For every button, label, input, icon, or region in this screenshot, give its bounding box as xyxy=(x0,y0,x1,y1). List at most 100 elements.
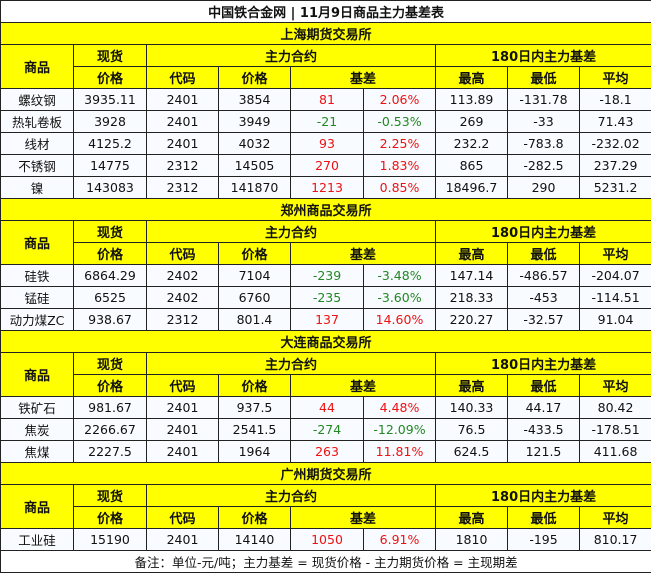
header-spot-price: 价格 xyxy=(73,242,147,265)
basis-cell: -235 xyxy=(290,286,364,309)
header-basis: 基差 xyxy=(290,242,436,265)
basis-cell: 81 xyxy=(290,88,364,111)
basis-percent-cell: -3.48% xyxy=(363,264,436,287)
header-high: 最高 xyxy=(435,506,508,529)
header-spot: 现货 xyxy=(73,44,147,67)
header-code: 代码 xyxy=(146,66,219,89)
table-row: 不锈钢 14775 2312 14505 270 1.83% 865 -282.5 237.29 xyxy=(0,154,651,177)
table-row: 焦煤 2227.5 2401 1964 263 11.81% 624.5 121.5 411.6… xyxy=(0,440,651,463)
basis-cell: -21 xyxy=(290,110,364,133)
spot-price-cell: 981.67 xyxy=(73,396,147,419)
spot-price-cell: 6864.29 xyxy=(73,264,147,287)
basis-cell: -274 xyxy=(290,418,364,441)
basis-percent-cell: 2.25% xyxy=(363,132,436,155)
exchange-header: 上海期货交易所 xyxy=(0,22,651,45)
low-cell: -32.57 xyxy=(507,308,580,331)
contract-code-cell: 2312 xyxy=(146,176,219,199)
contract-price-cell: 14505 xyxy=(218,154,291,177)
high-cell: 865 xyxy=(435,154,508,177)
product-cell: 工业硅 xyxy=(0,528,74,551)
high-cell: 76.5 xyxy=(435,418,508,441)
basis-cell: -239 xyxy=(290,264,364,287)
product-cell: 螺纹钢 xyxy=(0,88,74,111)
spot-price-cell: 3935.11 xyxy=(73,88,147,111)
table-row: 镍 143083 2312 141870 1213 0.85% 18496.7 290 5231… xyxy=(0,176,651,199)
table-row: 锰硅 6525 2402 6760 -235 -3.60% 218.33 -453 -114.5… xyxy=(0,286,651,309)
avg-cell: 237.29 xyxy=(578,154,651,177)
header-low: 最低 xyxy=(507,374,580,397)
header-main-contract: 主力合约 xyxy=(146,352,436,375)
header-main-contract: 主力合约 xyxy=(146,484,436,507)
header-price: 价格 xyxy=(218,242,291,265)
avg-cell: -232.02 xyxy=(578,132,651,155)
low-cell: -783.8 xyxy=(507,132,580,155)
spot-price-cell: 3928 xyxy=(73,110,147,133)
header-low: 最低 xyxy=(507,66,580,89)
header-avg: 平均 xyxy=(578,374,651,397)
header-basis: 基差 xyxy=(290,374,436,397)
spot-price-cell: 15190 xyxy=(73,528,147,551)
basis-cell: 93 xyxy=(290,132,364,155)
high-cell: 232.2 xyxy=(435,132,508,155)
contract-price-cell: 14140 xyxy=(218,528,291,551)
basis-cell: 1213 xyxy=(290,176,364,199)
header-avg: 平均 xyxy=(578,242,651,265)
spot-price-cell: 143083 xyxy=(73,176,147,199)
contract-price-cell: 6760 xyxy=(218,286,291,309)
high-cell: 1810 xyxy=(435,528,508,551)
contract-price-cell: 937.5 xyxy=(218,396,291,419)
contract-price-cell: 2541.5 xyxy=(218,418,291,441)
contract-price-cell: 7104 xyxy=(218,264,291,287)
contract-price-cell: 801.4 xyxy=(218,308,291,331)
basis-percent-cell: -12.09% xyxy=(363,418,436,441)
low-cell: -131.78 xyxy=(507,88,580,111)
spot-price-cell: 2227.5 xyxy=(73,440,147,463)
header-product: 商品 xyxy=(0,220,74,265)
header-low: 最低 xyxy=(507,242,580,265)
header-spot-price: 价格 xyxy=(73,374,147,397)
basis-percent-cell: 2.06% xyxy=(363,88,436,111)
basis-percent-cell: 0.85% xyxy=(363,176,436,199)
product-cell: 硅铁 xyxy=(0,264,74,287)
header-spot-price: 价格 xyxy=(73,506,147,529)
header-code: 代码 xyxy=(146,374,219,397)
header-180-day-range: 180日内主力基差 xyxy=(434,484,651,507)
header-low: 最低 xyxy=(507,506,580,529)
basis-percent-cell: 11.81% xyxy=(363,440,436,463)
high-cell: 140.33 xyxy=(435,396,508,419)
spot-price-cell: 938.67 xyxy=(73,308,147,331)
basis-cell: 137 xyxy=(290,308,364,331)
basis-cell: 1050 xyxy=(290,528,364,551)
header-high: 最高 xyxy=(435,66,508,89)
product-cell: 铁矿石 xyxy=(0,396,74,419)
low-cell: 121.5 xyxy=(507,440,580,463)
table-row: 螺纹钢 3935.11 2401 3854 81 2.06% 113.89 -131.78 -1… xyxy=(0,88,651,111)
header-180-day-range: 180日内主力基差 xyxy=(434,352,651,375)
spot-price-cell: 4125.2 xyxy=(73,132,147,155)
table-row: 动力煤ZC 938.67 2312 801.4 137 14.60% 220.27 -32.5… xyxy=(0,308,651,331)
header-product: 商品 xyxy=(0,44,74,89)
footnote: 备注：单位-元/吨；主力基差 = 现货价格 - 主力期货价格 = 主现期差 xyxy=(0,550,651,573)
basis-percent-cell: 6.91% xyxy=(363,528,436,551)
header-avg: 平均 xyxy=(578,66,651,89)
high-cell: 147.14 xyxy=(435,264,508,287)
spot-price-cell: 2266.67 xyxy=(73,418,147,441)
avg-cell: -114.51 xyxy=(578,286,651,309)
contract-code-cell: 2401 xyxy=(146,440,219,463)
contract-price-cell: 1964 xyxy=(218,440,291,463)
contract-code-cell: 2312 xyxy=(146,308,219,331)
header-main-contract: 主力合约 xyxy=(146,220,436,243)
high-cell: 218.33 xyxy=(435,286,508,309)
contract-code-cell: 2401 xyxy=(146,110,219,133)
header-code: 代码 xyxy=(146,506,219,529)
avg-cell: 5231.2 xyxy=(578,176,651,199)
contract-code-cell: 2401 xyxy=(146,528,219,551)
contract-code-cell: 2401 xyxy=(146,88,219,111)
header-main-contract: 主力合约 xyxy=(146,44,436,67)
low-cell: 44.17 xyxy=(507,396,580,419)
avg-cell: -18.1 xyxy=(578,88,651,111)
contract-code-cell: 2402 xyxy=(146,264,219,287)
exchange-header: 广州期货交易所 xyxy=(0,462,651,485)
high-cell: 269 xyxy=(435,110,508,133)
table-row: 线材 4125.2 2401 4032 93 2.25% 232.2 -783.8 -232.0… xyxy=(0,132,651,155)
